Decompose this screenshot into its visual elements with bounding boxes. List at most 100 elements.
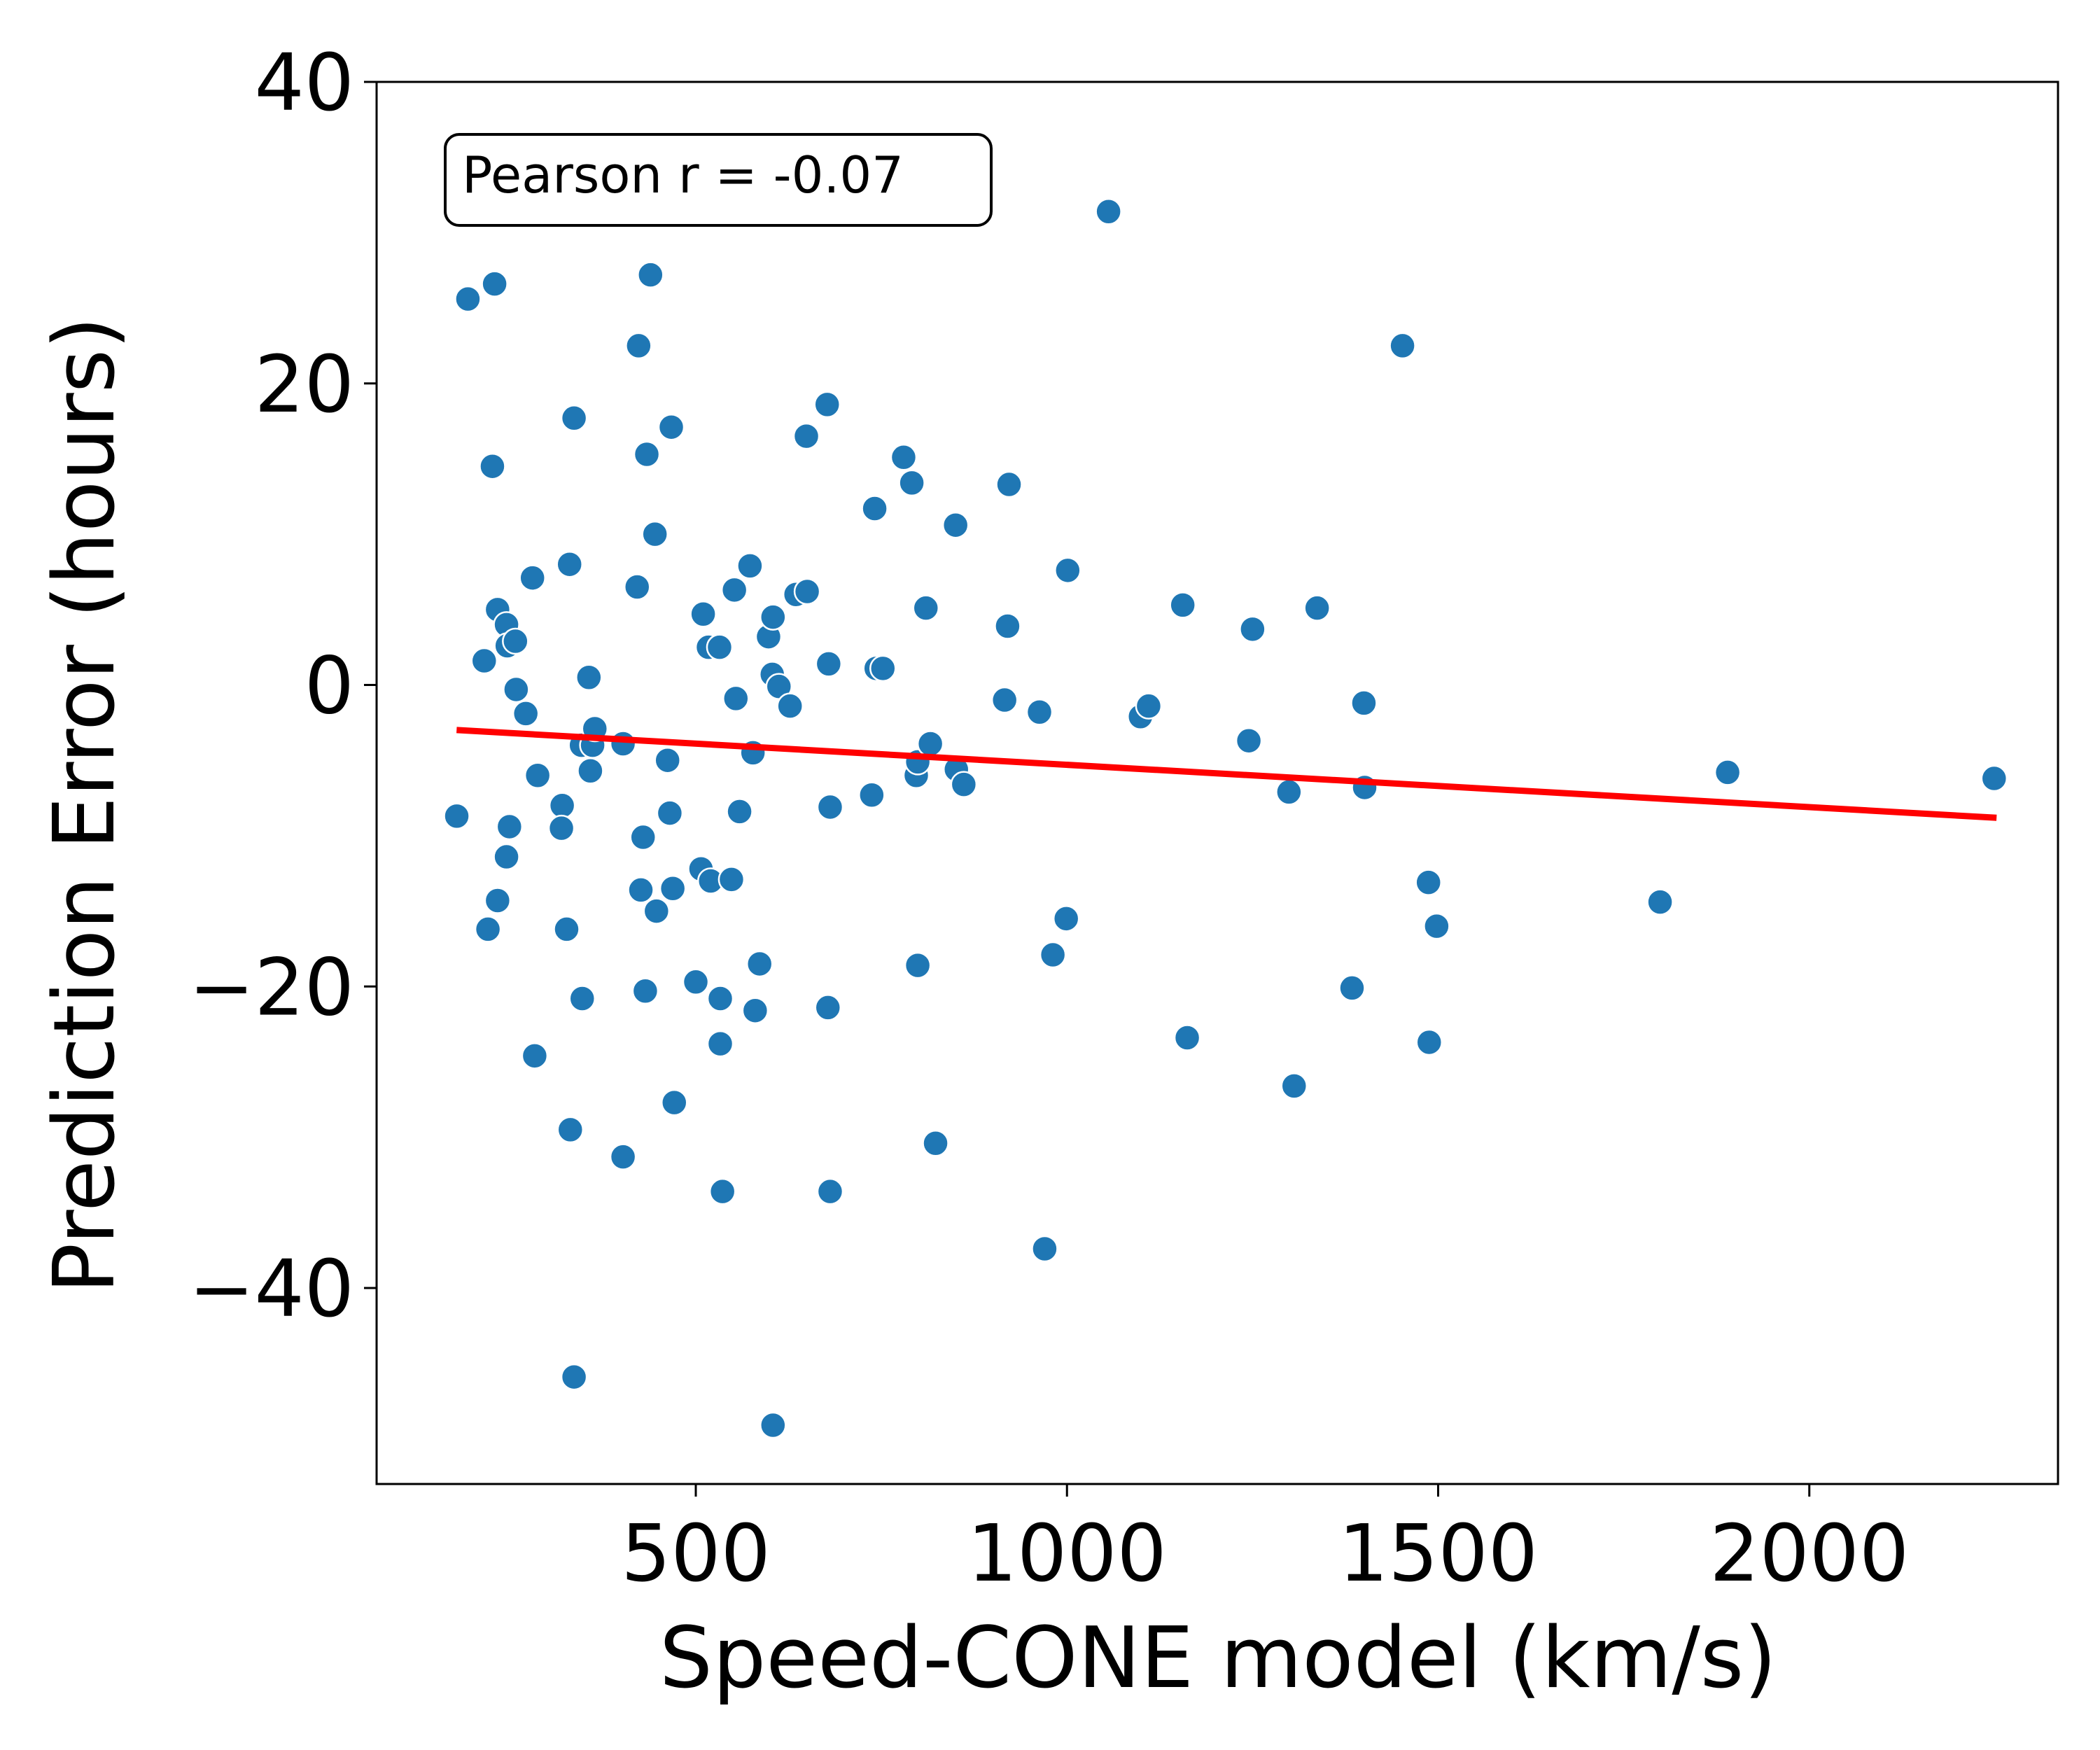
data-point (941, 511, 969, 539)
fit-layer (456, 727, 1997, 821)
data-point (815, 650, 843, 678)
data-point (813, 391, 841, 419)
data-point (1415, 1028, 1443, 1056)
y-tick-label: −40 (189, 1244, 354, 1335)
data-point (493, 843, 520, 871)
data-point (548, 792, 576, 820)
data-point (481, 270, 508, 298)
data-point (869, 654, 897, 682)
data-point (657, 413, 685, 441)
data-point (1714, 759, 1742, 786)
data-point (760, 603, 787, 631)
data-point (629, 823, 657, 851)
data-point (922, 1129, 949, 1157)
data-point (950, 771, 978, 798)
x-tick-label: 500 (621, 1508, 771, 1600)
data-point (1350, 690, 1378, 717)
data-point (1389, 332, 1416, 360)
data-point (560, 1363, 588, 1391)
data-point (792, 422, 820, 450)
data-point (858, 781, 886, 808)
data-point (706, 634, 734, 661)
data-point (746, 950, 774, 978)
data-point (502, 627, 529, 655)
data-point (816, 1177, 844, 1205)
data-point (637, 261, 664, 288)
data-point (816, 793, 844, 821)
data-point (556, 550, 583, 578)
data-point (760, 1411, 787, 1439)
data-point (736, 552, 764, 580)
data-point (912, 594, 940, 622)
data-point (512, 700, 540, 727)
data-point (994, 612, 1021, 640)
data-point (861, 495, 888, 522)
data-point (479, 452, 506, 480)
data-point (898, 469, 925, 497)
data-point (904, 951, 932, 979)
data-point (1054, 556, 1082, 584)
data-point (726, 798, 753, 825)
y-tick-label: 0 (304, 641, 354, 732)
data-point (1280, 1072, 1308, 1100)
data-point (916, 730, 944, 757)
data-point (814, 994, 842, 1021)
data-point (575, 664, 603, 691)
x-tick-label: 1000 (967, 1508, 1167, 1600)
data-point (553, 916, 580, 943)
data-point (661, 1088, 688, 1116)
pearson-annotation: Pearson r = -0.07 (444, 133, 993, 227)
data-point (1135, 692, 1163, 720)
data-point (1026, 699, 1054, 726)
data-point (643, 897, 671, 925)
y-axis-label: Prediction Error (hours) (36, 316, 134, 1294)
x-tick-label: 2000 (1709, 1508, 1909, 1600)
data-point (722, 685, 750, 713)
data-point (776, 692, 804, 720)
data-point (631, 977, 659, 1004)
data-point (474, 916, 502, 943)
data-point (1095, 197, 1122, 225)
y-tick-label: 40 (254, 38, 354, 129)
y-tick-label: 20 (254, 340, 354, 430)
annotation-box (444, 133, 993, 227)
data-point (1338, 974, 1366, 1002)
data-point (633, 440, 661, 468)
data-point (519, 564, 546, 592)
data-point (720, 576, 748, 604)
data-point (1031, 1235, 1058, 1263)
data-point (524, 762, 552, 789)
data-point (1423, 912, 1450, 940)
ticks-layer: 500 1000 1500 2000 −40 −20 0 20 40 (189, 38, 1910, 1600)
data-point (547, 814, 575, 842)
data-point (560, 405, 588, 432)
data-point (706, 1030, 734, 1058)
data-point (690, 601, 717, 628)
data-point (443, 802, 470, 830)
data-point (1415, 869, 1442, 896)
data-point (1235, 727, 1263, 755)
x-tick-label: 1500 (1338, 1508, 1538, 1600)
data-point (654, 746, 681, 774)
y-tick-label: −20 (189, 942, 354, 1033)
data-point (682, 968, 710, 996)
regression-line (456, 727, 1997, 821)
data-point (706, 985, 734, 1012)
data-point (1173, 1024, 1201, 1051)
data-point (609, 730, 637, 757)
data-point (990, 686, 1018, 714)
data-point (568, 985, 596, 1012)
data-point (793, 578, 821, 606)
x-axis-label: Speed-CONE model (km/s) (659, 1610, 1777, 1707)
data-point (1275, 778, 1303, 806)
data-point (1169, 592, 1196, 619)
points-layer (443, 197, 2008, 1439)
data-point (718, 866, 746, 893)
data-point (708, 1177, 736, 1205)
data-point (656, 799, 684, 827)
plot-frame (375, 80, 2059, 1485)
annotation-text: Pearson r = -0.07 (462, 146, 904, 204)
data-point (577, 757, 604, 785)
